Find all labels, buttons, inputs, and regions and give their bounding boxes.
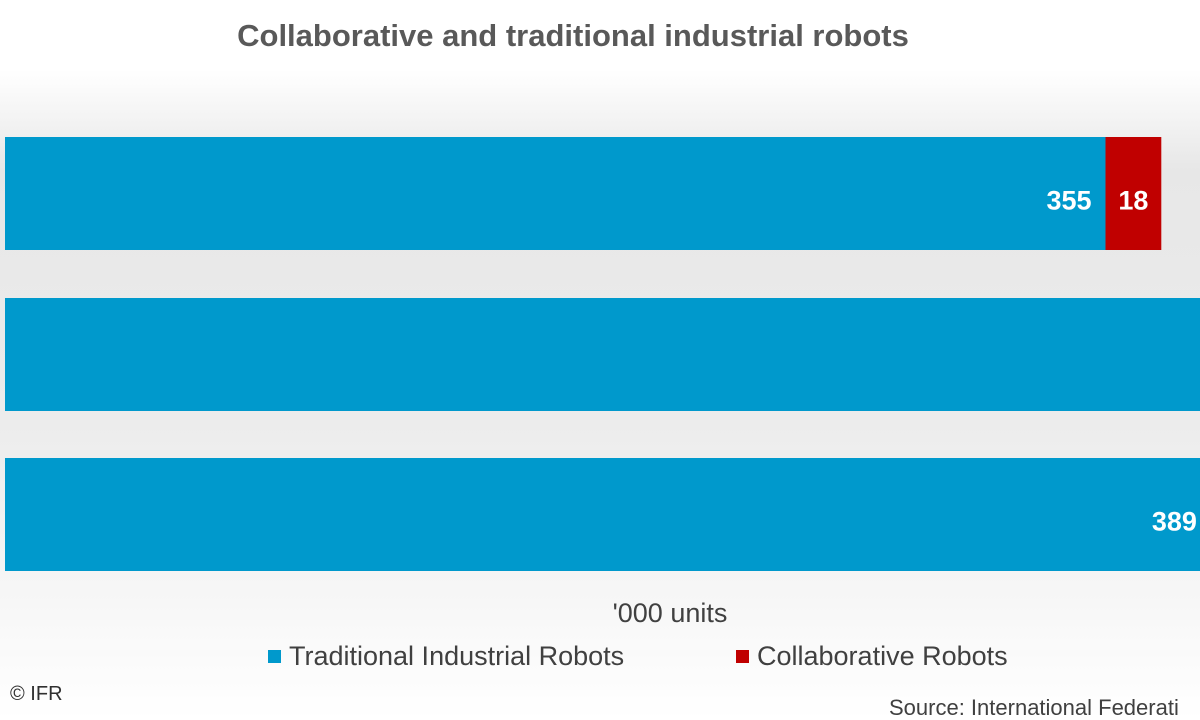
legend-label-traditional: Traditional Industrial Robots [289,641,625,671]
data-label-collaborative-0: 18 [1118,186,1148,216]
legend-item-traditional: Traditional Industrial Robots [268,641,624,672]
legend-swatch-collaborative [736,650,749,663]
legend: Traditional Industrial Robots Collaborat… [0,641,1200,677]
bar-plot: 355184389 [5,137,1200,571]
data-label-traditional-0: 355 [1046,186,1091,216]
legend-item-collaborative: Collaborative Robots [736,641,1008,672]
chart-title: Collaborative and traditional industrial… [237,18,909,53]
bar-traditional-1 [5,298,1200,411]
data-label-traditional-2: 389 [1152,507,1197,537]
legend-label-collaborative: Collaborative Robots [757,641,1008,671]
bar-traditional-0 [5,137,1106,250]
bar-collaborative-0 [1105,137,1162,250]
legend-swatch-traditional [268,650,281,663]
x-axis-label: '000 units [612,598,728,628]
copyright-notice: © IFR [10,683,63,705]
bar-traditional-2 [5,458,1200,571]
source-note: Source: International Federati [889,695,1179,720]
